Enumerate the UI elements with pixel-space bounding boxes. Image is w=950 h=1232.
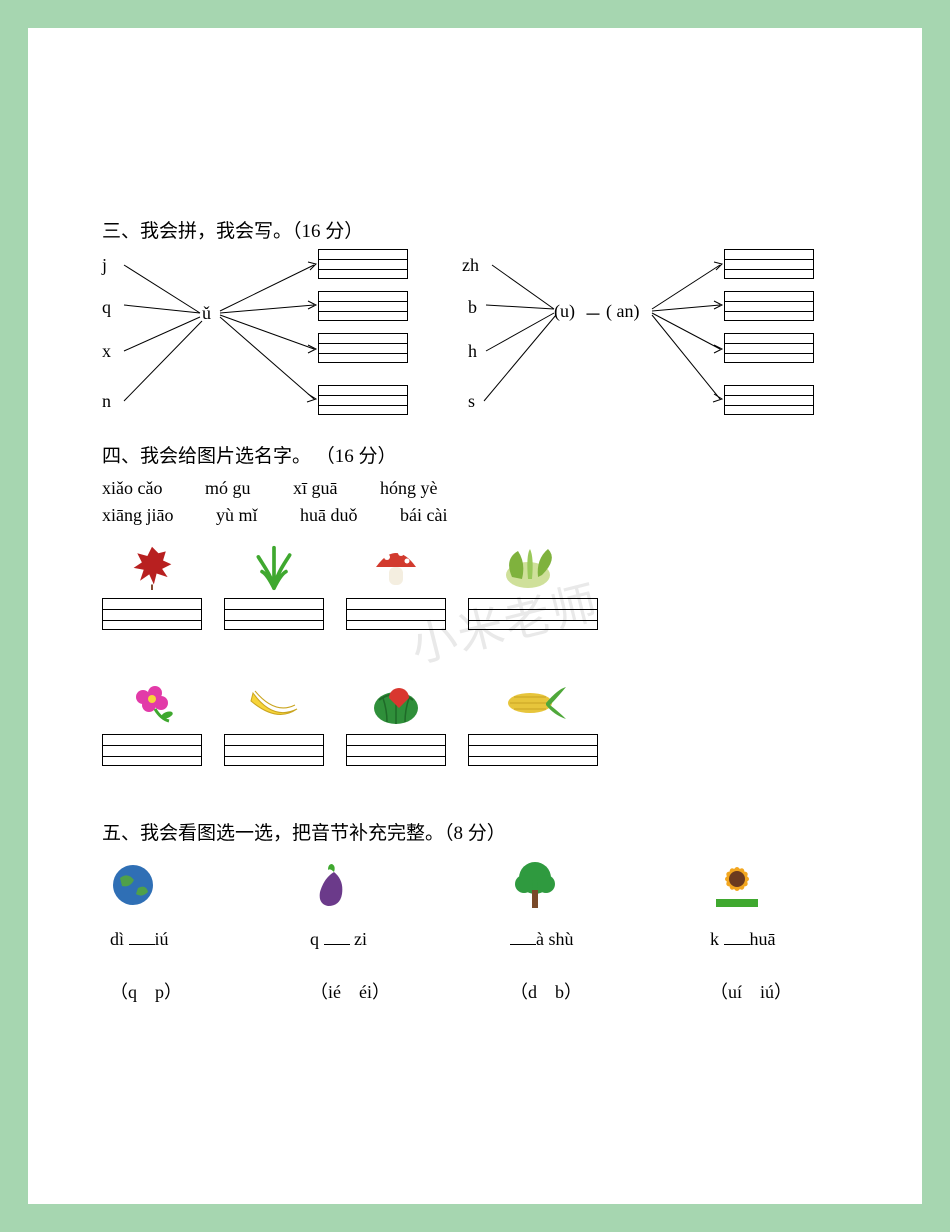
- answer-box[interactable]: [468, 734, 598, 766]
- picture-cell: [224, 676, 324, 766]
- word: bái cài: [400, 505, 447, 526]
- grass-icon: [224, 540, 324, 594]
- section5-title: 五、我会看图选一选，把音节补充完整。（8 分）: [102, 818, 862, 845]
- worksheet-page: 小米老师 三、我会拼，我会写。（16 分） j q x: [28, 28, 922, 1204]
- answer-box[interactable]: [224, 734, 324, 766]
- answer-box[interactable]: [724, 385, 814, 415]
- answer-box[interactable]: [318, 333, 408, 363]
- final-an: ( an): [606, 301, 639, 322]
- initial-q: q: [102, 297, 111, 318]
- answer-box[interactable]: [224, 598, 324, 630]
- word: hóng yè: [380, 478, 438, 499]
- section5-options: （q p） （ié éi） （d b） （uí iú）: [110, 960, 862, 1004]
- medial-u: ǔ: [202, 303, 211, 324]
- mushroom-icon: [346, 540, 446, 594]
- answer-box[interactable]: [468, 598, 598, 630]
- section3-body: j q x n ǔ: [102, 253, 862, 423]
- word: huā duǒ: [300, 505, 358, 526]
- picture-row-2: [102, 676, 862, 766]
- picture-cell: [102, 676, 202, 766]
- answer-box[interactable]: [346, 598, 446, 630]
- initial-b: b: [468, 297, 477, 318]
- page-border: 小米老师 三、我会拼，我会写。（16 分） j q x: [0, 0, 950, 1232]
- option-pair: （ié éi）: [310, 978, 450, 1004]
- answer-box[interactable]: [318, 291, 408, 321]
- option-pair: （uí iú）: [710, 978, 850, 1004]
- initial-zh: zh: [462, 255, 479, 276]
- section4-title: 四、我会给图片选名字。 （16 分）: [102, 441, 862, 468]
- fill-text[interactable]: q zi: [310, 929, 450, 950]
- flower-icon: [102, 676, 202, 730]
- sec5-item: [310, 857, 450, 913]
- initial-n: n: [102, 391, 111, 412]
- tree-icon: [510, 857, 650, 913]
- cabbage-icon: [468, 540, 598, 594]
- banana-icon: [224, 676, 324, 730]
- fill-text[interactable]: k huā: [710, 929, 850, 950]
- picture-cell: [102, 540, 202, 630]
- eggplant-icon: [310, 857, 450, 913]
- picture-cell: [468, 540, 598, 630]
- sec5-item: [510, 857, 650, 913]
- watermelon-icon: [346, 676, 446, 730]
- sunflower-icon: [710, 857, 850, 913]
- fill-text[interactable]: à shù: [510, 929, 650, 950]
- option-pair: （d b）: [510, 978, 650, 1004]
- initial-j: j: [102, 255, 107, 276]
- answer-box[interactable]: [346, 734, 446, 766]
- word-bank-row1: xiǎo cǎo mó gu xī guā hóng yè: [102, 478, 862, 499]
- initial-s: s: [468, 391, 475, 412]
- word: xiāng jiāo: [102, 505, 173, 526]
- word-bank-row2: xiāng jiāo yù mǐ huā duǒ bái cài: [102, 505, 862, 526]
- word: xiǎo cǎo: [102, 478, 162, 499]
- fill-text[interactable]: dì iú: [110, 929, 250, 950]
- leaf-icon: [102, 540, 202, 594]
- word: yù mǐ: [216, 505, 258, 526]
- answer-box[interactable]: [102, 734, 202, 766]
- answer-box[interactable]: [724, 249, 814, 279]
- section3-title: 三、我会拼，我会写。（16 分）: [102, 216, 862, 243]
- section5-texts: dì iú q zi à shù k huā: [110, 921, 862, 950]
- earth-icon: [110, 857, 250, 913]
- medial-u2: (u): [554, 301, 575, 322]
- answer-box[interactable]: [102, 598, 202, 630]
- word: xī guā: [293, 478, 338, 499]
- corn-icon: [468, 676, 598, 730]
- picture-row-1: [102, 540, 862, 630]
- combine-diagram-right: zh b h s (u) － ( an): [462, 253, 822, 423]
- picture-cell: [346, 676, 446, 766]
- option-pair: （q p）: [110, 978, 250, 1004]
- section5-icons: [110, 857, 862, 913]
- initial-x: x: [102, 341, 111, 362]
- combine-diagram-left: j q x n ǔ: [102, 253, 422, 423]
- answer-box[interactable]: [318, 249, 408, 279]
- picture-cell: [468, 676, 598, 766]
- picture-cell: [224, 540, 324, 630]
- picture-cell: [346, 540, 446, 630]
- answer-box[interactable]: [724, 291, 814, 321]
- answer-box[interactable]: [724, 333, 814, 363]
- sec5-item: [110, 857, 250, 913]
- dash: －: [584, 301, 602, 327]
- answer-box[interactable]: [318, 385, 408, 415]
- word: mó gu: [205, 478, 251, 499]
- initial-h: h: [468, 341, 477, 362]
- sec5-item: [710, 857, 850, 913]
